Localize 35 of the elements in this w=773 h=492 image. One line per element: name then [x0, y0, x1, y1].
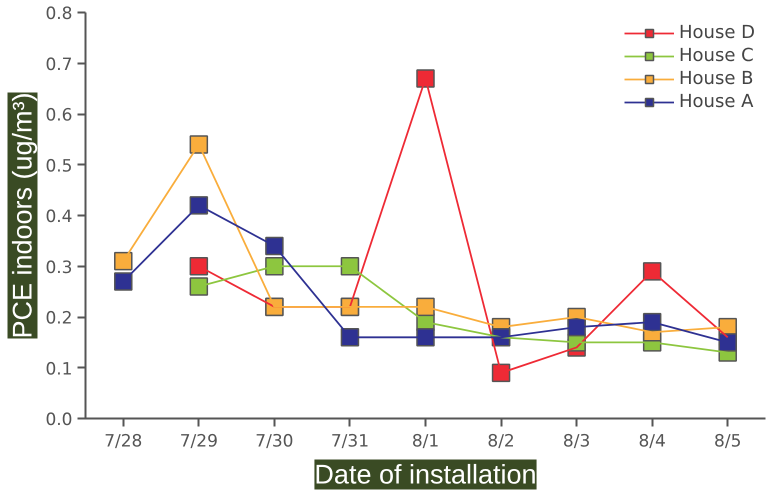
point: [492, 364, 510, 382]
y-tick-label: 0.6: [45, 106, 73, 126]
legend-label: House C: [679, 45, 754, 66]
x-tick-label: 8/1: [412, 432, 440, 452]
y-tick-label: 0.2: [45, 308, 73, 328]
y-tick-label: 0.7: [45, 54, 73, 75]
point: [416, 328, 435, 347]
y-tick-label: 0.5: [45, 156, 73, 176]
point: [190, 277, 208, 296]
legend-label: House A: [679, 91, 754, 112]
y-tick-label: 0.3: [45, 258, 73, 278]
x-axis-title: Date of installation: [314, 460, 537, 490]
x-tick-label: 7/31: [330, 432, 370, 452]
x-tick-label: 8/4: [638, 432, 666, 452]
point: [718, 333, 737, 352]
x-tick-label: 8/5: [714, 432, 742, 452]
point: [416, 69, 435, 88]
x-tick-label: 7/30: [255, 432, 294, 452]
y-tick-label: 0.0: [45, 410, 73, 430]
x-tick-label: 8/3: [562, 432, 590, 452]
x-tick-label: 7/29: [180, 432, 218, 452]
point: [114, 272, 133, 291]
x-tick-label: 7/28: [104, 432, 142, 452]
point: [190, 257, 208, 276]
legend-label: House B: [679, 68, 754, 89]
y-tick-label: 0.1: [45, 359, 73, 380]
y-axis-title: PCE indoors (ug/m³): [8, 92, 38, 339]
point: [340, 257, 360, 276]
x-tick-label: 8/2: [487, 432, 515, 452]
y-tick-label: 0.8: [45, 4, 73, 24]
legend-label: House D: [679, 22, 755, 43]
point: [340, 328, 360, 347]
y-tick-label: 0.4: [45, 207, 73, 227]
point: [265, 257, 284, 276]
point: [114, 252, 133, 270]
